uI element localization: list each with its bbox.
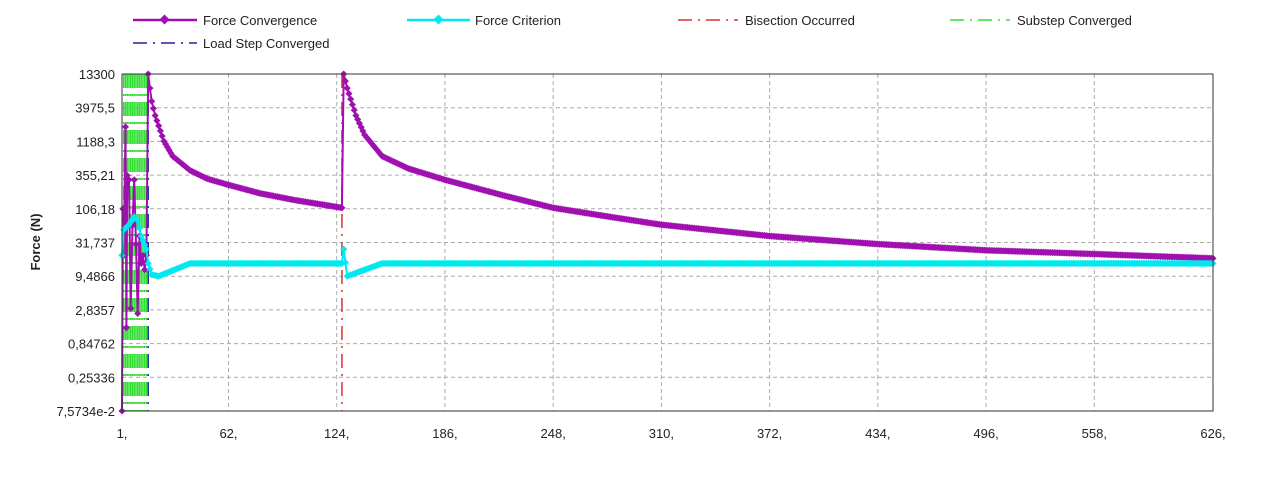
data-point-force-criterion [142, 245, 150, 253]
y-tick-label: 3975,5 [75, 101, 115, 116]
data-point-force-criterion [134, 216, 142, 224]
data-point-force-convergence [343, 84, 351, 92]
x-tick-label: 186, [432, 426, 457, 441]
data-point-force-convergence [146, 84, 154, 92]
data-point-force-convergence [341, 77, 349, 85]
legend-item-bisection: Bisection Occurred [678, 13, 855, 28]
data-point-force-criterion [135, 224, 143, 232]
x-tick-label: 124, [324, 426, 349, 441]
y-tick-label: 31,737 [75, 236, 115, 251]
x-tick-label: 248, [541, 426, 566, 441]
y-tick-label: 355,21 [75, 168, 115, 183]
y-tick-label: 0,25336 [68, 370, 115, 385]
x-tick-label: 434, [865, 426, 890, 441]
legend: Force Convergence Force Criterion Bisect… [133, 13, 1132, 51]
x-tick-label: 558, [1082, 426, 1107, 441]
y-tick-label: 1188,3 [76, 134, 115, 149]
x-tick-label: 372, [757, 426, 782, 441]
data-point-force-convergence [149, 104, 157, 112]
x-tick-label: 1, [117, 426, 128, 441]
data-point-force-convergence [141, 266, 149, 274]
data-point-force-convergence [345, 90, 353, 98]
legend-label: Force Criterion [475, 13, 561, 28]
data-point-force-convergence [127, 304, 135, 312]
data-point-force-criterion [144, 259, 152, 267]
data-point-force-convergence [348, 101, 356, 109]
legend-label: Bisection Occurred [745, 13, 855, 28]
y-tick-label: 7,5734e-2 [56, 404, 115, 419]
legend-label: Force Convergence [203, 13, 317, 28]
data-point-force-criterion [340, 245, 348, 253]
data-point-force-criterion [341, 259, 349, 267]
data-point-force-convergence [125, 176, 133, 184]
x-tick-label: 62, [219, 426, 237, 441]
legend-item-force-convergence: Force Convergence [133, 13, 317, 28]
y-tick-label: 9,4866 [75, 269, 115, 284]
legend-label: Load Step Converged [203, 36, 329, 51]
data-point-force-convergence [148, 97, 156, 105]
data-point-force-convergence [132, 240, 140, 248]
y-tick-label: 0,84762 [68, 337, 115, 352]
data-point-force-convergence [347, 95, 355, 103]
y-axis-label: Force (N) [28, 213, 43, 270]
y-tick-label: 106,18 [75, 202, 115, 217]
x-tick-label: 496, [973, 426, 998, 441]
x-tick-label: 626, [1200, 426, 1225, 441]
data-point-force-convergence [122, 324, 130, 332]
data-point-force-convergence [338, 204, 346, 212]
data-point-force-convergence [121, 123, 130, 131]
legend-item-substep: Substep Converged [950, 13, 1132, 28]
data-point-force-convergence [350, 106, 358, 114]
x-tick-label: 310, [649, 426, 674, 441]
data-point-force-convergence [134, 309, 142, 317]
y-tick-label: 2,8357 [75, 303, 115, 318]
legend-item-load-step: Load Step Converged [133, 36, 329, 51]
data-point-force-convergence [119, 205, 127, 213]
legend-label: Substep Converged [1017, 13, 1132, 28]
y-tick-label: 13300 [79, 67, 115, 82]
data-point-force-convergence [130, 176, 138, 184]
data-point-force-convergence [137, 259, 145, 267]
data-point-force-criterion [146, 265, 154, 273]
plot-frame [121, 73, 1214, 412]
legend-item-force-criterion: Force Criterion [407, 13, 561, 28]
